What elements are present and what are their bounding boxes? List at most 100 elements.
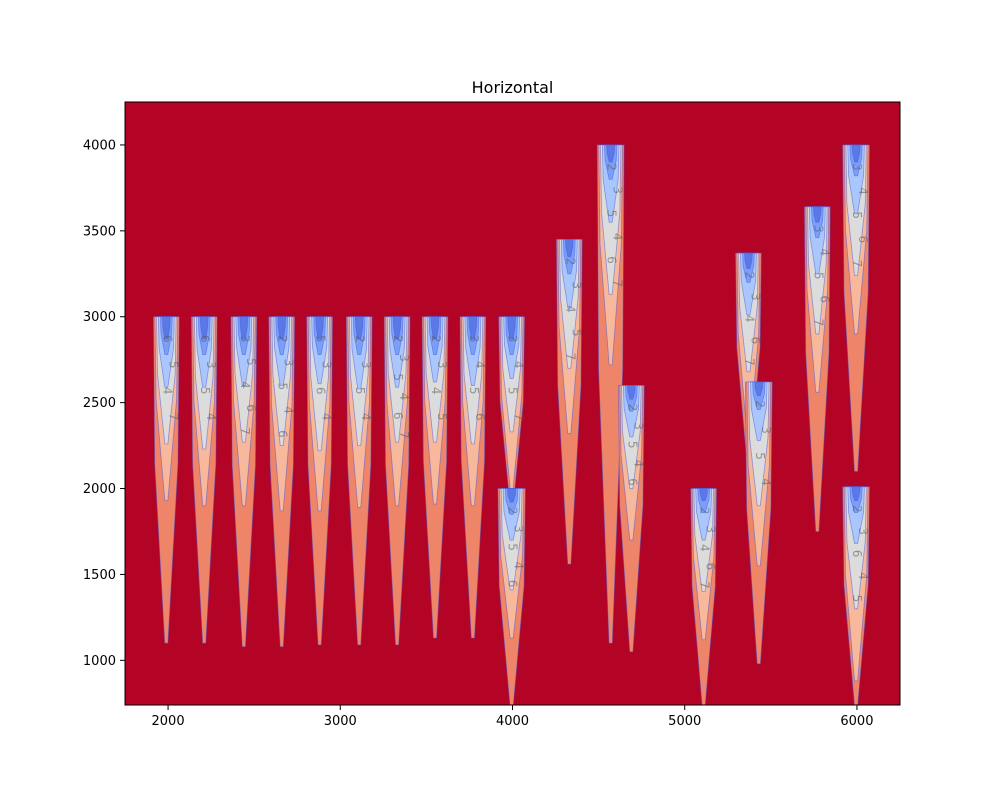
plume: 3 4 5 6 7 xyxy=(842,144,870,472)
x-axis: 2000 3000 4000 5000 6000 xyxy=(152,705,873,729)
contour-label: 5 xyxy=(569,329,583,337)
contour-label: 3 xyxy=(569,281,583,289)
plume: 3 4 5 7 xyxy=(498,316,526,507)
contour-label: 4 xyxy=(320,413,334,421)
contour-label: 6 xyxy=(748,336,762,344)
contour-label: 6 xyxy=(856,235,870,243)
plume: 2 3 4 5 7 xyxy=(556,239,583,565)
contour-label: 5 xyxy=(850,595,864,603)
contour-label: 2 xyxy=(850,505,864,513)
contour-label: 3 xyxy=(359,361,373,369)
contour-label: 4 xyxy=(473,361,487,369)
plume: 5 3 6 4 xyxy=(306,316,334,646)
y-tick-label: 4000 xyxy=(83,138,116,153)
contour-label: 3 xyxy=(506,335,520,343)
chart-title: Horizontal xyxy=(472,78,554,97)
contour-label: 6 xyxy=(473,413,487,421)
contour-band-level-1 xyxy=(354,316,364,340)
contour-label: 3 xyxy=(611,186,625,194)
contour-band-level-1 xyxy=(813,206,822,223)
contour-band-level-1 xyxy=(507,488,517,503)
contour-label: 3 xyxy=(397,354,411,362)
contour-label: 3 xyxy=(704,525,718,533)
contour-label: 2 xyxy=(353,335,367,343)
contour-label: 6 xyxy=(625,478,639,486)
contour-label: 4 xyxy=(512,562,526,570)
contour-label: 5 xyxy=(506,543,520,551)
contour-label: 2 xyxy=(506,507,520,515)
contour-label: 2 xyxy=(625,404,639,412)
contour-label: 5 xyxy=(166,361,180,369)
contour-label: 6 xyxy=(314,387,328,395)
contour-label: 4 xyxy=(742,315,756,323)
contour-label: 3 xyxy=(512,525,526,533)
contour-label: 3 xyxy=(631,422,645,430)
contour-label: 3 xyxy=(850,163,864,171)
contour-label: 4 xyxy=(817,248,831,256)
y-tick-label: 3500 xyxy=(83,224,116,239)
contour-band-level-1 xyxy=(507,316,516,340)
plume: 6 5 4 7 xyxy=(153,316,180,644)
contour-label: 5 xyxy=(850,211,864,219)
contour-label: 2 xyxy=(276,335,290,343)
y-tick-label: 1000 xyxy=(83,654,116,669)
plume: 6 3 5 4 xyxy=(190,316,218,644)
contour-band-level-1 xyxy=(744,252,753,270)
contour-band-level-1 xyxy=(565,239,574,258)
contour-label: 4 xyxy=(160,387,174,395)
contour-label: 2 xyxy=(605,163,619,171)
contour-band-level-1 xyxy=(468,316,478,340)
x-tick-label: 2000 xyxy=(152,714,185,729)
contour-band-level-1 xyxy=(162,316,171,340)
contour-label: 4 xyxy=(282,406,296,414)
y-tick-label: 1500 xyxy=(83,568,116,583)
contour-label: 2 xyxy=(429,335,443,343)
plume: 2 3 5 4 6 xyxy=(497,488,526,705)
contour-band-level-1 xyxy=(851,144,861,163)
contour-band-level-1 xyxy=(315,316,324,340)
x-tick-label: 3000 xyxy=(324,714,357,729)
contour-label: 4 xyxy=(512,361,526,369)
contour-label: 3 xyxy=(204,361,218,369)
contour-label: 6 xyxy=(198,335,212,343)
contour-label: 5 xyxy=(244,358,258,366)
contour-label: 4 xyxy=(759,478,773,486)
plume: 2 3 5 4 6 7 xyxy=(383,316,411,646)
contour-label: 2 xyxy=(698,507,712,515)
contour-label: 5 xyxy=(467,387,481,395)
plume: 2 3 4 5 xyxy=(421,316,449,639)
contour-label: 6 xyxy=(850,550,864,558)
contour-label: 7 xyxy=(850,260,864,268)
contour-label: 6 xyxy=(704,563,718,571)
plume: 2 3 4 6 7 xyxy=(735,252,762,464)
plume: 3 4 5 6 7 xyxy=(804,206,831,532)
plume: 3 4 5 6 xyxy=(459,316,487,639)
plume: 2 3 5 4 6 xyxy=(268,316,296,647)
contour-label: 6 xyxy=(244,404,258,412)
x-tick-label: 6000 xyxy=(840,714,873,729)
contour-band-level-1 xyxy=(277,316,287,340)
contour-label: 3 xyxy=(282,359,296,367)
plume: 3 5 4 6 7 xyxy=(230,316,258,647)
contour-label: 7 xyxy=(397,431,411,439)
contour-label: 5 xyxy=(506,387,520,395)
contour-label: 6 xyxy=(160,335,174,343)
plume: 2 3 5 4 6 xyxy=(618,385,645,653)
x-tick-label: 4000 xyxy=(496,714,529,729)
contour-band-level-1 xyxy=(851,486,861,501)
contour-band-level-1 xyxy=(699,488,708,501)
contour-label: 4 xyxy=(698,544,712,552)
contour-label: 7 xyxy=(698,581,712,589)
y-tick-label: 3000 xyxy=(83,310,116,325)
contour-label: 4 xyxy=(204,413,218,421)
contour-label: 4 xyxy=(359,413,373,421)
contour-label: 4 xyxy=(563,305,577,313)
plume: 2 3 5 4 xyxy=(744,381,773,665)
contour-label: 4 xyxy=(238,381,252,389)
contour-label: 6 xyxy=(391,412,405,420)
contour-label: 5 xyxy=(276,382,290,390)
contour-label: 3 xyxy=(811,225,825,233)
contour-label: 4 xyxy=(856,572,870,580)
